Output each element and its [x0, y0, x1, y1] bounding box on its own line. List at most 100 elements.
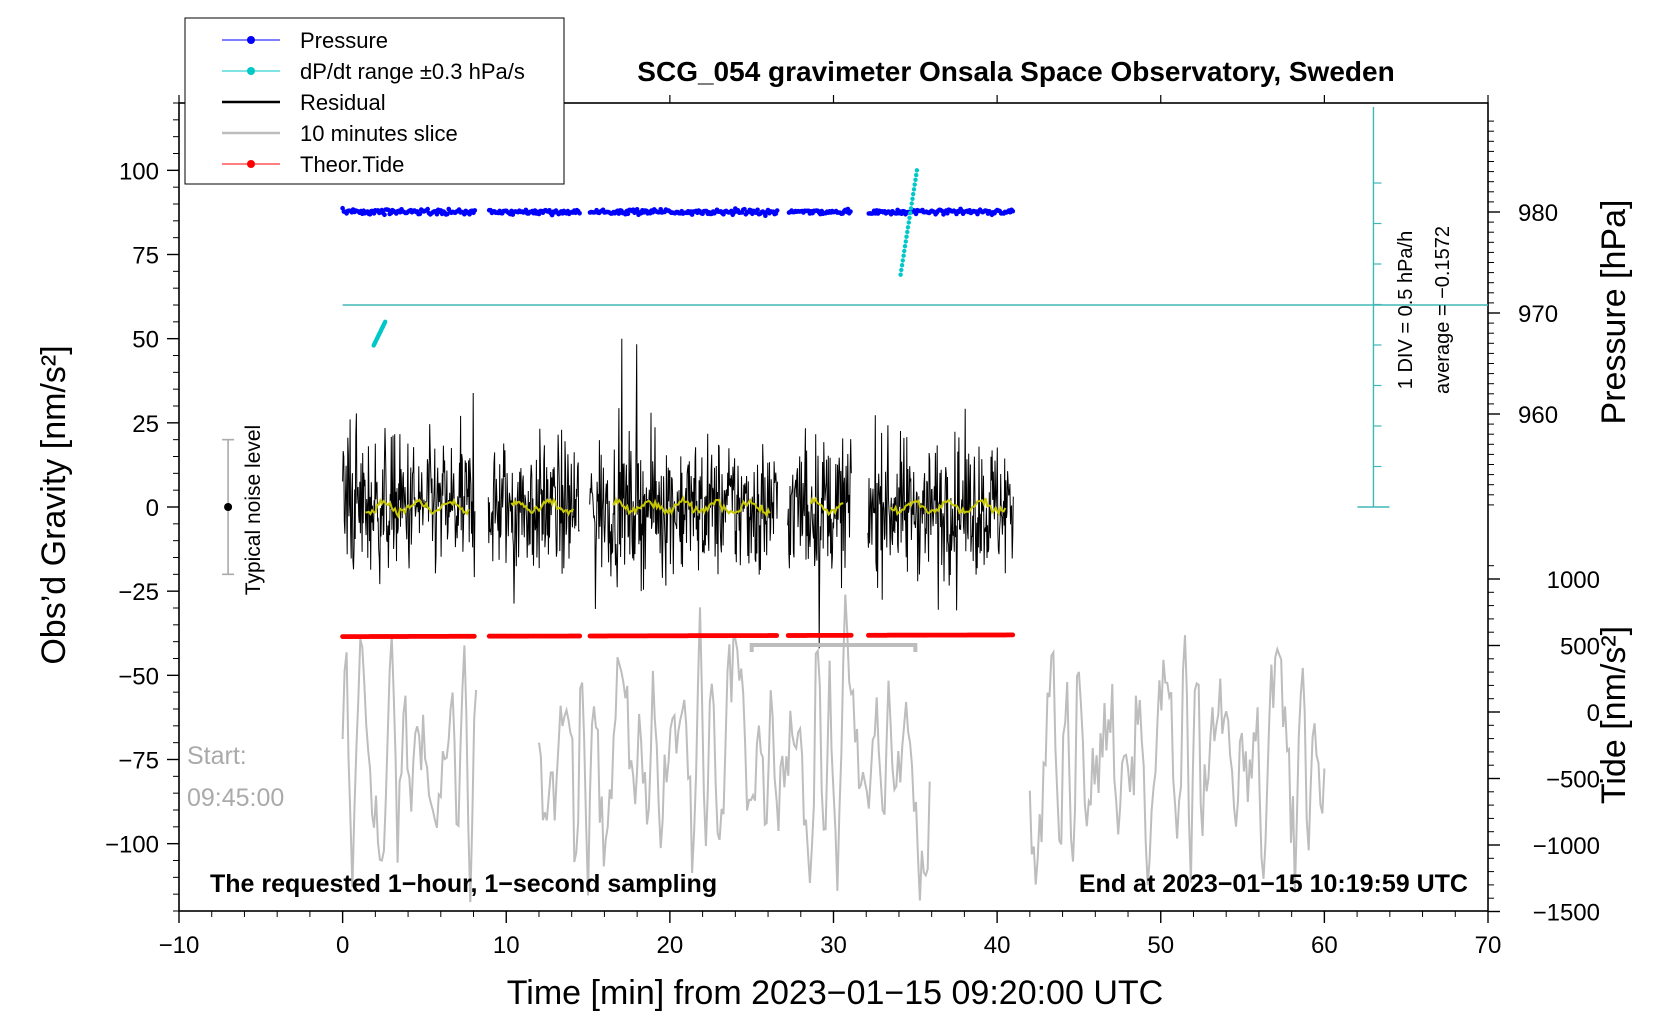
legend-label: Residual — [300, 90, 386, 115]
dpdt-point — [914, 168, 920, 173]
average-label: average = −0.1572 — [1432, 226, 1454, 394]
start-label: Start: — [187, 742, 247, 770]
pressure-axis: 960 970 980 — [1488, 120, 1558, 506]
dpdt-point — [902, 244, 908, 249]
gravity-tick-label: −50 — [118, 663, 159, 690]
residual-smooth-line — [510, 497, 575, 517]
dpdt-point — [912, 182, 917, 187]
sampling-note: The requested 1−hour, 1−second sampling — [210, 870, 717, 898]
dpdt-point — [910, 196, 915, 201]
legend-marker — [247, 67, 255, 75]
legend-marker — [247, 160, 255, 168]
pressure-point — [763, 213, 768, 219]
dpdt-point — [901, 253, 906, 258]
gravity-tick-label: 50 — [132, 327, 159, 354]
dpdt-point — [900, 258, 905, 263]
tide-tick-label: −1000 — [1533, 833, 1600, 860]
pressure-point — [755, 207, 760, 213]
pressure-point — [472, 208, 478, 213]
residual-line — [787, 428, 852, 649]
legend-marker — [247, 36, 255, 44]
dpdt-point — [905, 229, 910, 235]
x-tick-label: 40 — [984, 932, 1011, 959]
x-tick-label: 20 — [657, 932, 684, 959]
gravity-tick-label: 25 — [132, 411, 159, 438]
chart-title: SCG_054 gravimeter Onsala Space Observat… — [637, 56, 1394, 87]
gravity-tick-label: 0 — [146, 495, 159, 522]
residual-smooth-line — [889, 497, 1007, 516]
pressure-point — [634, 207, 640, 212]
slice-line — [538, 594, 931, 901]
series-pressure — [340, 205, 1016, 219]
residual-line — [342, 392, 476, 585]
pressure-point — [913, 211, 919, 217]
x-axis-title: Time [min] from 2023−01−15 09:20:00 UTC — [507, 974, 1163, 1012]
pressure-tick-label: 970 — [1518, 301, 1558, 328]
pressure-tick-label: 960 — [1518, 402, 1558, 429]
tide-point — [774, 633, 780, 638]
dpdt-point — [911, 191, 916, 197]
pressure-point — [386, 207, 391, 213]
pressure-point — [425, 206, 431, 212]
tide-tick-label: 1000 — [1547, 567, 1600, 594]
gravity-tick-label: −25 — [118, 579, 159, 606]
x-axis: −10 0 10 20 30 40 50 60 70 — [159, 95, 1501, 959]
dpdt-point — [906, 220, 911, 225]
residual-smooth-line — [612, 494, 771, 518]
pressure-point — [848, 209, 853, 214]
tide-point — [1010, 632, 1016, 638]
legend-label: Theor.Tide — [300, 152, 404, 177]
noise-level-label: Typical noise level — [242, 425, 265, 595]
pressure-scale-label: 1 DIV = 0.5 hPa/h — [1395, 231, 1417, 389]
tide-axis: −1500 −1000 −500 0 500 1000 — [1488, 565, 1600, 927]
dpdt-point — [907, 215, 912, 220]
pressure-point — [625, 211, 631, 217]
dpdt-point — [904, 234, 909, 239]
gravity-axis-title: Obs’d Gravity [nm/s²] — [35, 345, 73, 664]
residual-line — [589, 338, 778, 610]
dpdt-point — [899, 267, 904, 273]
x-tick-label: 50 — [1147, 932, 1174, 959]
start-time-label: 09:45:00 — [187, 784, 284, 812]
series-residual — [342, 338, 1014, 649]
tide-axis-title: Tide [nm/s²] — [1595, 626, 1633, 804]
residual-line — [867, 408, 1014, 611]
dpdt-point — [911, 187, 917, 192]
pressure-point — [577, 211, 582, 216]
legend: Pressure dP/dt range ±0.3 hPa/s Residual 10… — [184, 17, 565, 185]
x-tick-label: 10 — [493, 932, 520, 959]
dpdt-point — [905, 225, 911, 230]
tide-point — [848, 632, 854, 638]
series-residual-smoothed — [365, 494, 1007, 520]
legend-label: 10 minutes slice — [300, 121, 458, 146]
series-theor-tide — [340, 632, 1016, 639]
dpdt-point — [903, 239, 908, 244]
pressure-point — [523, 207, 529, 213]
dpdt-point — [913, 177, 918, 182]
x-tick-label: −10 — [159, 932, 200, 959]
x-tick-label: 0 — [336, 932, 349, 959]
annotations — [222, 107, 1488, 653]
gravity-axis: −100 −75 −50 −25 0 25 50 75 100 — [105, 102, 179, 912]
residual-line — [487, 428, 580, 604]
pressure-point — [742, 206, 747, 212]
residual-smooth-line — [809, 496, 844, 517]
pressure-tick-label: 980 — [1518, 200, 1558, 227]
gravity-tick-label: 100 — [119, 158, 159, 185]
pressure-point — [774, 208, 780, 213]
slice-line — [341, 635, 478, 903]
series-dpdt — [371, 168, 920, 348]
dpdt-point — [914, 172, 919, 178]
tide-point — [577, 633, 583, 639]
legend-label: dP/dt range ±0.3 hPa/s — [300, 59, 525, 84]
pressure-point — [417, 211, 423, 217]
tide-tick-label: −500 — [1546, 767, 1600, 794]
dpdt-point — [899, 263, 905, 268]
dpdt-point — [908, 206, 914, 211]
dpdt-point — [383, 319, 388, 324]
pressure-point — [382, 212, 387, 218]
gravity-tick-label: −100 — [105, 832, 159, 859]
pressure-point — [945, 211, 950, 216]
dpdt-point — [898, 272, 903, 277]
slice-bracket — [749, 643, 918, 653]
